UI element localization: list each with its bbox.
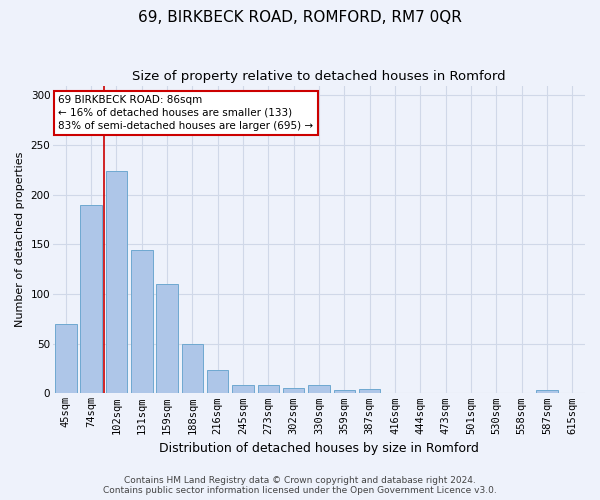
Bar [106, 171, 127, 394]
Bar [334, 390, 355, 394]
Bar [207, 370, 229, 394]
Bar [257, 386, 279, 394]
Bar [536, 390, 558, 394]
Text: Contains HM Land Registry data © Crown copyright and database right 2024.
Contai: Contains HM Land Registry data © Crown c… [103, 476, 497, 495]
Text: 69 BIRKBECK ROAD: 86sqm
← 16% of detached houses are smaller (133)
83% of semi-d: 69 BIRKBECK ROAD: 86sqm ← 16% of detache… [58, 95, 314, 131]
Bar [131, 250, 152, 394]
Bar [182, 344, 203, 394]
Bar [283, 388, 304, 394]
X-axis label: Distribution of detached houses by size in Romford: Distribution of detached houses by size … [159, 442, 479, 455]
Bar [157, 284, 178, 394]
Bar [232, 386, 254, 394]
Bar [55, 324, 77, 394]
Y-axis label: Number of detached properties: Number of detached properties [15, 152, 25, 327]
Text: 69, BIRKBECK ROAD, ROMFORD, RM7 0QR: 69, BIRKBECK ROAD, ROMFORD, RM7 0QR [138, 10, 462, 25]
Bar [80, 204, 102, 394]
Title: Size of property relative to detached houses in Romford: Size of property relative to detached ho… [132, 70, 506, 83]
Bar [359, 390, 380, 394]
Bar [308, 386, 330, 394]
